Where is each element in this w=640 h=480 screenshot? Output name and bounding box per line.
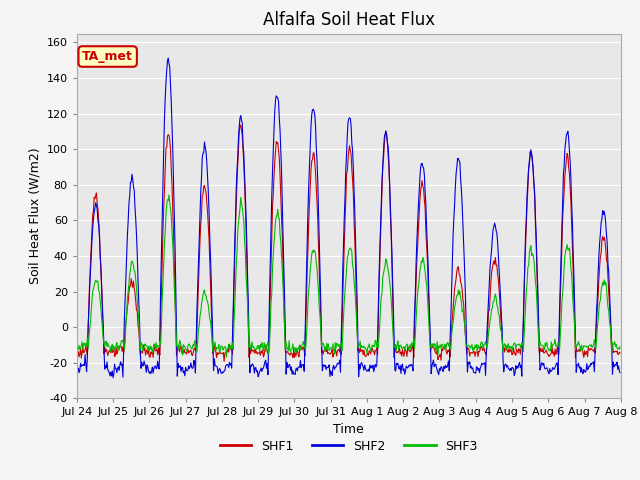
- Line: SHF3: SHF3: [77, 195, 620, 357]
- Text: TA_met: TA_met: [82, 50, 133, 63]
- SHF2: [73, 367, 81, 372]
- Legend: SHF1, SHF2, SHF3: SHF1, SHF2, SHF3: [214, 435, 483, 458]
- SHF1: [223, 349, 231, 355]
- SHF2: [83, 369, 90, 375]
- SHF3: [616, 344, 624, 349]
- SHF3: [416, 269, 424, 275]
- SHF2: [164, 55, 172, 61]
- SHF3: [223, 354, 230, 360]
- SHF1: [194, 303, 202, 309]
- SHF3: [165, 192, 173, 198]
- Line: SHF1: SHF1: [77, 125, 620, 361]
- SHF2: [109, 375, 117, 381]
- SHF3: [432, 350, 440, 356]
- SHF1: [237, 122, 244, 128]
- SHF3: [139, 348, 147, 354]
- SHF3: [195, 326, 202, 332]
- SHF1: [416, 198, 424, 204]
- SHF1: [73, 354, 81, 360]
- SHF2: [195, 236, 203, 241]
- SHF3: [73, 350, 81, 356]
- Y-axis label: Soil Heat Flux (W/m2): Soil Heat Flux (W/m2): [28, 148, 41, 284]
- SHF2: [432, 361, 440, 367]
- Title: Alfalfa Soil Heat Flux: Alfalfa Soil Heat Flux: [263, 11, 435, 29]
- SHF2: [616, 370, 624, 376]
- X-axis label: Time: Time: [333, 423, 364, 436]
- SHF2: [224, 362, 232, 368]
- SHF1: [139, 350, 147, 356]
- SHF2: [140, 363, 147, 369]
- SHF1: [616, 350, 624, 356]
- Line: SHF2: SHF2: [77, 58, 620, 378]
- SHF2: [416, 176, 424, 182]
- SHF1: [220, 359, 228, 364]
- SHF1: [432, 350, 440, 356]
- SHF3: [224, 346, 232, 351]
- SHF1: [83, 348, 90, 354]
- SHF3: [83, 343, 90, 348]
